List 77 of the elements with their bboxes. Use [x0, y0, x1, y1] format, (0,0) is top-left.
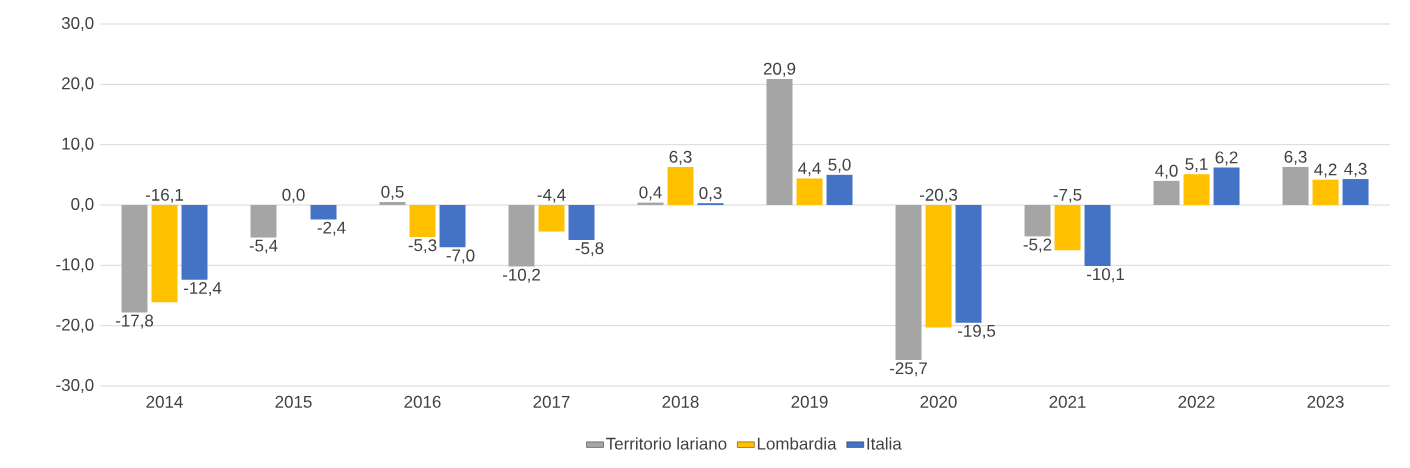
data-label: 5,0	[828, 158, 851, 173]
bar	[250, 205, 277, 238]
y-tick-label: -20,0	[56, 318, 94, 333]
x-tick-label: 2014	[146, 395, 183, 408]
legend-label: Lombardia	[757, 437, 837, 450]
data-label: 0,3	[699, 186, 722, 201]
bar	[1084, 205, 1111, 266]
legend-label: Italia	[867, 437, 902, 450]
bar	[895, 205, 922, 361]
data-label: -4,4	[537, 188, 566, 203]
bar	[667, 166, 694, 205]
data-label: -5,4	[249, 239, 278, 254]
bar	[409, 205, 436, 237]
data-label: -5,8	[575, 242, 604, 257]
data-label: 0,5	[381, 185, 404, 200]
data-label: 0,0	[282, 188, 305, 203]
bar	[508, 205, 535, 267]
bar	[1342, 179, 1369, 205]
x-tick-label: 2018	[662, 395, 699, 408]
bar	[568, 205, 595, 240]
data-label: 0,4	[639, 186, 662, 201]
bar	[439, 205, 466, 248]
bar	[181, 205, 208, 280]
bar	[1213, 167, 1240, 205]
x-tick-label: 2020	[920, 395, 957, 408]
bar	[1183, 174, 1210, 205]
data-label: -10,2	[502, 268, 540, 283]
data-label: -19,5	[957, 324, 996, 339]
x-tick-label: 2017	[533, 395, 570, 408]
bar	[121, 205, 148, 313]
bar	[826, 174, 853, 205]
x-tick-label: 2016	[404, 395, 441, 408]
data-label: -5,3	[408, 239, 437, 254]
data-label: 20,9	[763, 62, 796, 77]
x-tick-label: 2022	[1178, 395, 1215, 408]
x-tick-label: 2015	[275, 395, 312, 408]
data-label: 4,3	[1344, 162, 1367, 177]
legend-label: Territorio lariano	[606, 437, 727, 450]
bar	[310, 205, 337, 220]
data-label: -16,1	[145, 188, 183, 203]
data-label: 5,1	[1185, 158, 1208, 173]
data-label: 6,3	[669, 150, 692, 165]
data-label: -12,4	[183, 282, 222, 297]
data-label: -5,2	[1023, 238, 1052, 253]
bar	[538, 205, 565, 232]
y-tick-label: -10,0	[56, 258, 94, 273]
y-tick-label: -30,0	[56, 379, 94, 393]
y-tick-label: 30,0	[61, 17, 94, 31]
bar	[379, 201, 406, 205]
y-tick-label: 20,0	[62, 77, 94, 92]
bar	[925, 205, 952, 328]
data-label: 4,0	[1155, 164, 1178, 179]
data-label: -20,3	[919, 188, 958, 203]
data-label: -17,8	[115, 314, 154, 329]
x-tick-label: 2019	[791, 395, 828, 408]
bar	[1024, 205, 1051, 237]
y-tick-label: 0,0	[71, 198, 94, 212]
data-label: -25,7	[889, 362, 927, 377]
data-label: -7,5	[1053, 188, 1082, 203]
x-tick-label: 2023	[1307, 395, 1344, 408]
bar	[766, 78, 793, 205]
bar	[1054, 205, 1081, 251]
data-label: 4,2	[1314, 163, 1337, 178]
bar	[151, 205, 178, 303]
data-label: 4,4	[798, 162, 821, 177]
data-label: -2,4	[317, 221, 346, 236]
data-label: 6,3	[1284, 150, 1307, 165]
x-tick-label: 2021	[1049, 395, 1086, 408]
y-tick-label: 10,0	[62, 137, 94, 152]
data-label: -7,0	[446, 249, 475, 264]
data-label: -10,1	[1086, 268, 1124, 283]
bar	[955, 205, 982, 323]
bar	[1312, 179, 1339, 205]
bar	[1153, 180, 1180, 205]
bar	[1282, 166, 1309, 205]
bar	[796, 178, 823, 205]
data-label: 6,2	[1215, 151, 1238, 166]
